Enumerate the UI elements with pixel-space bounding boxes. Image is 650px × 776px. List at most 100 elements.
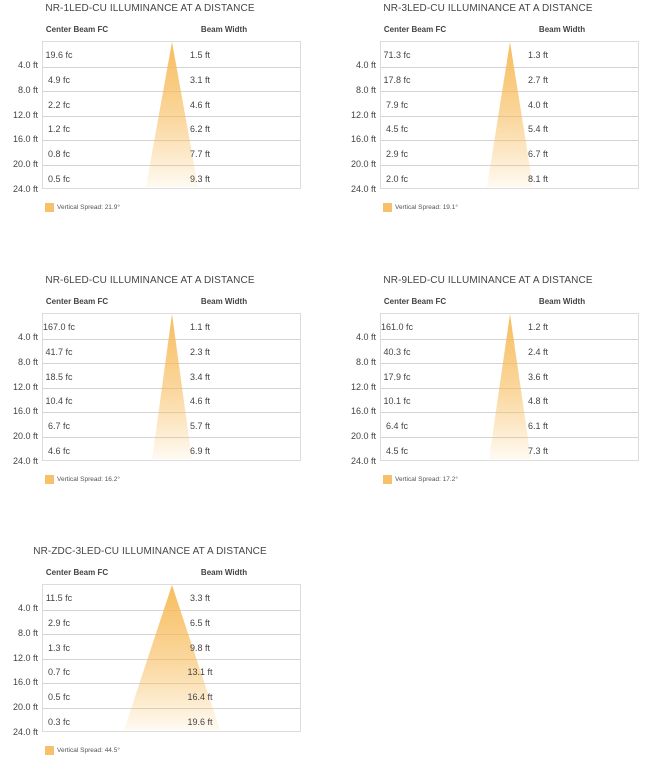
center-beam-fc-value: 4.5 fc bbox=[385, 124, 408, 135]
center-beam-fc-value: 10.4 fc bbox=[45, 396, 73, 407]
center-beam-fc-value: 4.5 fc bbox=[385, 446, 408, 456]
beam-width-value: 5.4 ft bbox=[527, 124, 548, 135]
distance-tick-label: 8.0 ft bbox=[17, 627, 38, 638]
center-beam-fc-header: Center Beam FC bbox=[383, 25, 447, 34]
distance-tick-label: 20.0 ft bbox=[12, 431, 38, 442]
distance-tick-label: 12.0 ft bbox=[350, 381, 376, 392]
center-beam-fc-value: 1.3 fc bbox=[47, 642, 70, 653]
beam-width-value: 6.5 ft bbox=[189, 617, 210, 628]
beam-shape bbox=[124, 585, 220, 730]
beam-width-header: Beam Width bbox=[538, 297, 586, 306]
chart-title: NR-ZDC-3LED-CU ILLUMINANCE AT A DISTANCE bbox=[33, 546, 267, 557]
legend-swatch bbox=[45, 746, 54, 755]
beam-width-value: 7.7 ft bbox=[189, 149, 210, 160]
center-beam-fc-value: 2.2 fc bbox=[47, 99, 70, 110]
beam-width-value: 9.3 ft bbox=[189, 174, 210, 184]
center-beam-fc-header: Center Beam FC bbox=[383, 297, 447, 306]
illuminance-chart-nr-zdc-3led: NR-ZDC-3LED-CU ILLUMINANCE AT A DISTANCE… bbox=[0, 546, 301, 776]
beam-width-header: Beam Width bbox=[200, 25, 248, 34]
legend: Vertical Spread: 16.2° bbox=[45, 475, 120, 484]
center-beam-fc-value: 6.4 fc bbox=[385, 421, 408, 432]
distance-tick-label: 16.0 ft bbox=[350, 406, 376, 417]
beam-cone bbox=[124, 585, 220, 730]
center-beam-fc-value: 10.1 fc bbox=[383, 396, 411, 407]
center-beam-fc-value: 2.0 fc bbox=[385, 174, 408, 184]
distance-tick-label: 8.0 ft bbox=[17, 356, 38, 367]
center-beam-fc-value: 0.8 fc bbox=[47, 149, 70, 160]
center-beam-fc-value: 7.9 fc bbox=[385, 99, 408, 110]
beam-width-value: 8.1 ft bbox=[527, 174, 548, 184]
legend: Vertical Spread: 44.5° bbox=[45, 746, 120, 755]
center-beam-fc-value: 167.0 fc bbox=[42, 322, 76, 332]
distance-tick-label: 4.0 ft bbox=[355, 60, 376, 70]
center-beam-fc-value: 161.0 fc bbox=[380, 322, 414, 332]
center-beam-fc-value: 19.6 fc bbox=[45, 50, 73, 60]
distance-tick-label: 8.0 ft bbox=[355, 356, 376, 367]
beam-shape bbox=[145, 42, 199, 187]
beam-cone bbox=[486, 42, 534, 187]
center-beam-fc-header: Center Beam FC bbox=[45, 568, 109, 577]
beam-width-value: 1.3 ft bbox=[527, 50, 548, 60]
beam-cone bbox=[152, 314, 192, 459]
distance-tick-label: 16.0 ft bbox=[12, 406, 38, 417]
legend-label: Vertical Spread: 16.2° bbox=[57, 476, 120, 483]
distance-tick-label: 4.0 ft bbox=[17, 60, 38, 70]
legend-swatch bbox=[45, 203, 54, 212]
center-beam-fc-value: 41.7 fc bbox=[45, 346, 73, 357]
beam-width-value: 1.5 ft bbox=[189, 50, 210, 60]
distance-tick-label: 16.0 ft bbox=[12, 677, 38, 688]
beam-width-value: 2.4 ft bbox=[527, 346, 548, 357]
beam-width-value: 1.1 ft bbox=[189, 322, 210, 332]
beam-width-header: Beam Width bbox=[538, 25, 586, 34]
center-beam-fc-value: 1.2 fc bbox=[47, 124, 70, 135]
legend-label: Vertical Spread: 21.9° bbox=[57, 204, 120, 211]
distance-tick-label: 4.0 ft bbox=[17, 332, 38, 342]
distance-tick-label: 8.0 ft bbox=[17, 84, 38, 95]
distance-tick-label: 20.0 ft bbox=[12, 159, 38, 170]
illuminance-chart-nr-1led: NR-1LED-CU ILLUMINANCE AT A DISTANCE Cent… bbox=[0, 3, 301, 233]
illuminance-chart-nr-3led: NR-3LED-CU ILLUMINANCE AT A DISTANCE Cent… bbox=[338, 3, 639, 233]
distance-tick-label: 24.0 ft bbox=[12, 456, 38, 466]
center-beam-fc-value: 17.9 fc bbox=[383, 371, 411, 382]
beam-width-value: 6.7 ft bbox=[527, 149, 548, 160]
center-beam-fc-value: 0.3 fc bbox=[47, 717, 70, 727]
beam-width-value: 4.8 ft bbox=[527, 396, 548, 407]
center-beam-fc-header: Center Beam FC bbox=[45, 25, 109, 34]
beam-width-value: 2.7 ft bbox=[527, 74, 548, 85]
legend-swatch bbox=[383, 203, 392, 212]
beam-width-value: 2.3 ft bbox=[189, 346, 210, 357]
beam-width-value: 3.4 ft bbox=[189, 371, 210, 382]
distance-tick-label: 12.0 ft bbox=[350, 109, 376, 120]
beam-width-value: 3.3 ft bbox=[189, 593, 210, 603]
beam-width-value: 4.6 ft bbox=[189, 99, 210, 110]
center-beam-fc-value: 40.3 fc bbox=[383, 346, 411, 357]
center-beam-fc-value: 17.8 fc bbox=[383, 74, 411, 85]
distance-tick-label: 16.0 ft bbox=[350, 134, 376, 145]
center-beam-fc-value: 0.7 fc bbox=[47, 667, 70, 678]
illuminance-chart-nr-6led: NR-6LED-CU ILLUMINANCE AT A DISTANCE Cent… bbox=[0, 275, 301, 505]
beam-cone bbox=[489, 314, 531, 459]
center-beam-fc-value: 4.6 fc bbox=[47, 446, 70, 456]
distance-tick-label: 24.0 ft bbox=[350, 456, 376, 466]
center-beam-fc-value: 0.5 fc bbox=[47, 692, 70, 703]
distance-tick-label: 4.0 ft bbox=[355, 332, 376, 342]
distance-tick-label: 20.0 ft bbox=[350, 431, 376, 442]
center-beam-fc-value: 2.9 fc bbox=[47, 617, 70, 628]
center-beam-fc-value: 2.9 fc bbox=[385, 149, 408, 160]
beam-width-header: Beam Width bbox=[200, 297, 248, 306]
chart-title: NR-9LED-CU ILLUMINANCE AT A DISTANCE bbox=[383, 275, 593, 286]
beam-width-value: 13.1 ft bbox=[187, 667, 213, 678]
beam-width-value: 6.1 ft bbox=[527, 421, 548, 432]
distance-tick-label: 24.0 ft bbox=[12, 727, 38, 737]
legend: Vertical Spread: 19.1° bbox=[383, 203, 458, 212]
chart-title: NR-3LED-CU ILLUMINANCE AT A DISTANCE bbox=[383, 3, 593, 14]
beam-width-value: 3.6 ft bbox=[527, 371, 548, 382]
legend-label: Vertical Spread: 19.1° bbox=[395, 204, 458, 211]
center-beam-fc-value: 4.9 fc bbox=[47, 74, 70, 85]
distance-tick-label: 16.0 ft bbox=[12, 134, 38, 145]
distance-tick-label: 12.0 ft bbox=[12, 381, 38, 392]
legend: Vertical Spread: 17.2° bbox=[383, 475, 458, 484]
beam-width-value: 16.4 ft bbox=[187, 692, 213, 703]
legend-label: Vertical Spread: 44.5° bbox=[57, 747, 120, 754]
distance-tick-label: 24.0 ft bbox=[12, 184, 38, 194]
